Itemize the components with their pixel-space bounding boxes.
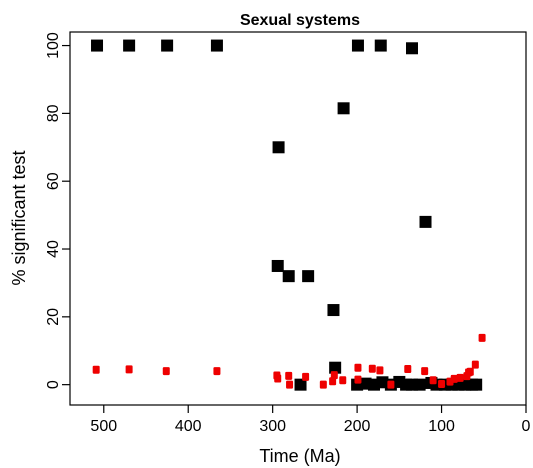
x-tick-label: 500 (90, 418, 117, 435)
data-point-black (282, 270, 295, 283)
x-tick-label: 0 (522, 418, 531, 435)
data-point-red (339, 376, 347, 385)
data-point-black (302, 270, 315, 283)
y-tick-label: 80 (45, 104, 62, 122)
y-tick-label: 0 (45, 380, 62, 389)
data-point-red (376, 366, 384, 375)
y-tick-label: 40 (45, 240, 62, 258)
data-point-black (419, 215, 432, 228)
data-point-red (285, 371, 293, 380)
data-point-red (286, 380, 294, 389)
data-point-red (471, 360, 479, 369)
data-point-red (274, 374, 282, 383)
data-point-black (161, 39, 174, 52)
data-point-red (213, 367, 221, 376)
data-point-red (354, 375, 362, 384)
data-point-red (368, 364, 376, 373)
data-point-black (470, 378, 483, 391)
x-tick-label: 400 (175, 418, 202, 435)
data-point-red (429, 376, 437, 385)
data-point-black (351, 39, 364, 52)
y-tick-label: 100 (45, 32, 62, 59)
data-point-black (91, 39, 104, 52)
data-point-red (438, 379, 446, 388)
data-point-red (330, 371, 338, 380)
data-point-red (404, 365, 412, 374)
data-point-black (329, 361, 342, 374)
data-point-red (354, 363, 362, 372)
data-point-red (92, 365, 100, 374)
y-axis: 0 20 40 60 80 100 (45, 32, 70, 389)
data-point-red (329, 377, 337, 386)
data-point-black (123, 39, 136, 52)
series-black-points (91, 39, 483, 391)
data-point-red (478, 333, 486, 342)
data-point-black (413, 378, 426, 391)
data-point-black (294, 378, 307, 391)
data-point-black (337, 102, 350, 115)
y-tick-label: 60 (45, 172, 62, 190)
data-point-black (272, 141, 285, 154)
x-axis: 500 400 300 200 100 0 (90, 405, 531, 435)
data-point-black (406, 42, 418, 55)
x-tick-label: 300 (259, 418, 286, 435)
data-point-black (210, 39, 223, 52)
x-tick-label: 100 (428, 418, 455, 435)
data-point-black (271, 259, 284, 272)
plot-frame (69, 31, 527, 406)
chart-title: Sexual systems (240, 12, 360, 29)
data-point-red (125, 365, 133, 374)
x-axis-label: Time (Ma) (259, 446, 340, 466)
data-point-black (374, 39, 387, 52)
series-red-points (92, 333, 486, 389)
data-point-red (302, 372, 310, 381)
data-point-red (456, 373, 464, 382)
data-point-red (450, 374, 458, 383)
data-point-red (466, 367, 474, 376)
data-point-black (327, 304, 340, 317)
y-axis-label: % significant test (9, 150, 29, 285)
data-point-red (319, 380, 327, 389)
data-point-red (162, 367, 170, 376)
data-point-red (421, 367, 429, 376)
data-point-red (387, 380, 395, 389)
y-tick-label: 20 (45, 308, 62, 326)
x-tick-label: 200 (344, 418, 371, 435)
